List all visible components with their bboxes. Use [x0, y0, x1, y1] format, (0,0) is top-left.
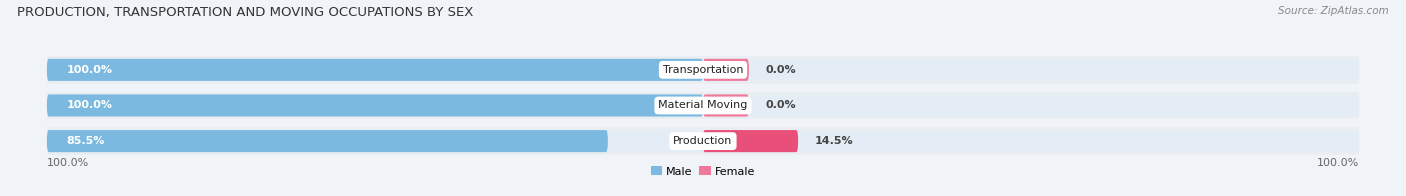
Text: PRODUCTION, TRANSPORTATION AND MOVING OCCUPATIONS BY SEX: PRODUCTION, TRANSPORTATION AND MOVING OC… — [17, 6, 474, 19]
FancyBboxPatch shape — [46, 56, 1360, 84]
FancyBboxPatch shape — [46, 59, 1360, 81]
Text: 14.5%: 14.5% — [814, 136, 853, 146]
FancyBboxPatch shape — [46, 130, 1360, 152]
FancyBboxPatch shape — [46, 92, 1360, 119]
Legend: Male, Female: Male, Female — [647, 162, 759, 181]
Text: 100.0%: 100.0% — [1317, 158, 1360, 168]
FancyBboxPatch shape — [703, 59, 749, 81]
FancyBboxPatch shape — [46, 94, 1360, 117]
Text: 85.5%: 85.5% — [66, 136, 105, 146]
Text: Material Moving: Material Moving — [658, 101, 748, 111]
Text: Source: ZipAtlas.com: Source: ZipAtlas.com — [1278, 6, 1389, 16]
FancyBboxPatch shape — [46, 59, 703, 81]
Text: 0.0%: 0.0% — [765, 101, 796, 111]
FancyBboxPatch shape — [703, 130, 799, 152]
FancyBboxPatch shape — [46, 94, 703, 117]
Text: 100.0%: 100.0% — [46, 158, 89, 168]
Text: 0.0%: 0.0% — [765, 65, 796, 75]
FancyBboxPatch shape — [703, 94, 749, 117]
FancyBboxPatch shape — [46, 130, 607, 152]
Text: 100.0%: 100.0% — [66, 101, 112, 111]
Text: Transportation: Transportation — [662, 65, 744, 75]
Text: Production: Production — [673, 136, 733, 146]
FancyBboxPatch shape — [46, 127, 1360, 155]
Text: 100.0%: 100.0% — [66, 65, 112, 75]
